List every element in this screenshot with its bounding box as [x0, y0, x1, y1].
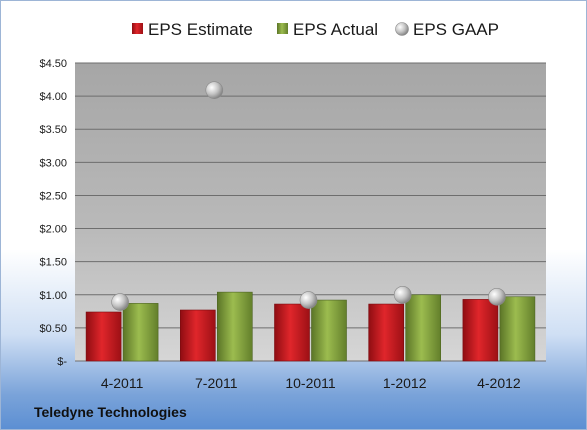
y-tick-label: $3.00	[39, 157, 67, 169]
legend-swatch-eps-gaap	[395, 22, 409, 36]
x-tick-label: 10-2011	[285, 375, 336, 391]
x-axis-ticks: 4-2011 7-2011 10-2011 1-2012 4-2012	[101, 375, 521, 391]
bar-eps-estimate	[180, 309, 216, 362]
y-tick-label: $4.50	[39, 58, 67, 70]
company-label: Teledyne Technologies	[34, 404, 187, 420]
marker-eps-gaap	[393, 285, 412, 304]
y-tick-label: $4.00	[39, 91, 67, 103]
bar-eps-actual	[499, 296, 536, 362]
legend-label: EPS Estimate	[148, 20, 253, 39]
bar-eps-estimate	[85, 311, 122, 362]
y-tick-label: $-	[57, 356, 67, 368]
marker-eps-gaap	[299, 291, 318, 309]
legend-swatch	[277, 23, 288, 34]
bar-eps-estimate	[274, 303, 310, 362]
x-tick-label: 4-2011	[101, 375, 144, 391]
marker-eps-gaap	[488, 287, 506, 306]
y-axis-ticks: $- $0.50 $1.00 $1.50 $2.00 $2.50 $3.00 $3.50 $4.…	[39, 58, 67, 368]
legend-label: EPS GAAP	[413, 20, 499, 39]
marker-eps-gaap	[111, 293, 129, 311]
y-tick-label: $1.50	[39, 257, 67, 269]
y-tick-label: $3.50	[39, 124, 67, 136]
gaap-markers	[111, 81, 506, 311]
bar-eps-estimate	[462, 299, 499, 362]
bar-eps-actual	[311, 299, 347, 362]
bar-eps-actual	[217, 291, 253, 362]
y-tick-label: $2.00	[39, 224, 67, 236]
x-tick-label: 7-2011	[195, 375, 238, 391]
bar-eps-actual	[122, 303, 159, 362]
legend-swatch	[132, 23, 143, 34]
x-tick-label: 1-2012	[383, 375, 427, 391]
marker-eps-gaap	[205, 81, 224, 99]
bar-eps-actual	[405, 294, 442, 362]
legend: EPS Estimate EPS Actual EPS GAAP	[132, 20, 499, 39]
bar-eps-estimate	[368, 303, 405, 362]
x-tick-label: 4-2012	[477, 375, 521, 391]
y-tick-label: $1.00	[39, 290, 67, 302]
y-tick-label: $0.50	[39, 323, 67, 335]
bars	[85, 291, 536, 362]
legend-label: EPS Actual	[293, 20, 378, 39]
y-tick-label: $2.50	[39, 190, 67, 202]
